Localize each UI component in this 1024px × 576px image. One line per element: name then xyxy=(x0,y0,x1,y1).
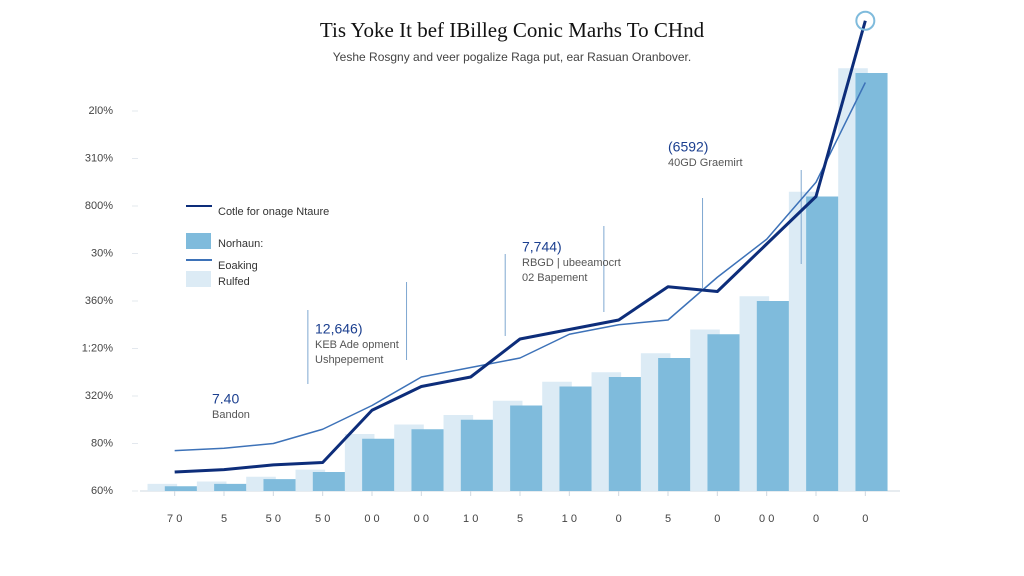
x-tick-label: 0 xyxy=(862,513,868,525)
bar xyxy=(164,486,197,491)
bar xyxy=(196,481,227,491)
annotation-text: KEB Ade opment xyxy=(315,339,399,351)
y-tick-label: 2l0% xyxy=(89,105,114,117)
x-tick-label: 0 0 xyxy=(759,513,774,525)
y-tick-label: 800% xyxy=(85,200,113,212)
bar xyxy=(559,386,592,491)
bar xyxy=(707,334,740,491)
x-tick-label: 0 xyxy=(714,513,720,525)
x-tick-label: 0 0 xyxy=(414,513,429,525)
bar xyxy=(411,429,444,491)
bar xyxy=(263,479,296,491)
annotation-text: 02 Bapement xyxy=(522,272,587,284)
end-marker xyxy=(855,10,876,31)
y-tick-label: 30% xyxy=(91,247,113,259)
x-tick-label: 5 xyxy=(665,513,671,525)
y-tick-label: 320% xyxy=(85,390,113,402)
y-tick-label: 60% xyxy=(91,485,113,497)
bar xyxy=(756,301,789,491)
y-tick-label: 1:20% xyxy=(82,342,113,354)
legend-swatch xyxy=(186,233,211,249)
annotation-text: 40GD Graemirt xyxy=(668,157,743,169)
bar xyxy=(510,405,543,491)
bar xyxy=(312,472,345,491)
bar xyxy=(658,358,691,491)
x-tick-label: 1 0 xyxy=(463,513,478,525)
y-tick-label: 310% xyxy=(85,152,113,164)
x-tick-label: 0 0 xyxy=(364,513,379,525)
annotation-value: 7,744) xyxy=(522,239,562,255)
bar xyxy=(214,483,247,491)
y-tick-label: 80% xyxy=(91,437,113,449)
chart-subtitle: Yeshe Rosgny and veer pogalize Raga put,… xyxy=(333,50,691,64)
x-tick-label: 5 0 xyxy=(266,513,281,525)
annotation-value: (6592) xyxy=(668,139,708,155)
bar xyxy=(147,483,178,491)
bar xyxy=(806,196,839,491)
line xyxy=(174,20,867,474)
x-tick-label: 5 0 xyxy=(315,513,330,525)
x-tick-label: 5 xyxy=(221,513,227,525)
legend-label: Eoaking xyxy=(218,260,258,272)
bar xyxy=(460,419,493,491)
annotation-text: RBGD | ubeeamocrt xyxy=(522,257,621,269)
bar xyxy=(608,377,641,491)
x-tick-label: 1 0 xyxy=(562,513,577,525)
legend-label: Norhaun: xyxy=(218,238,263,250)
annotation-value: 7.40 xyxy=(212,391,239,407)
chart-title: Tis Yoke It bef IBilleg Conic Marhs To C… xyxy=(320,18,705,42)
bar xyxy=(362,438,395,491)
annotation-text: Ushpepement xyxy=(315,354,384,366)
legend-label: Cotle for onage Ntaure xyxy=(218,206,329,218)
x-tick-label: 5 xyxy=(517,513,523,525)
x-tick-label: 7 0 xyxy=(167,513,182,525)
y-tick-label: 360% xyxy=(85,295,113,307)
x-tick-label: 0 xyxy=(813,513,819,525)
annotation-value: 12,646) xyxy=(315,321,362,337)
legend-label: Rulfed xyxy=(218,276,250,288)
line xyxy=(174,82,867,452)
annotation-text: Bandon xyxy=(212,409,250,421)
x-tick-label: 0 xyxy=(616,513,622,525)
legend-swatch xyxy=(186,271,211,287)
bar xyxy=(855,73,888,491)
